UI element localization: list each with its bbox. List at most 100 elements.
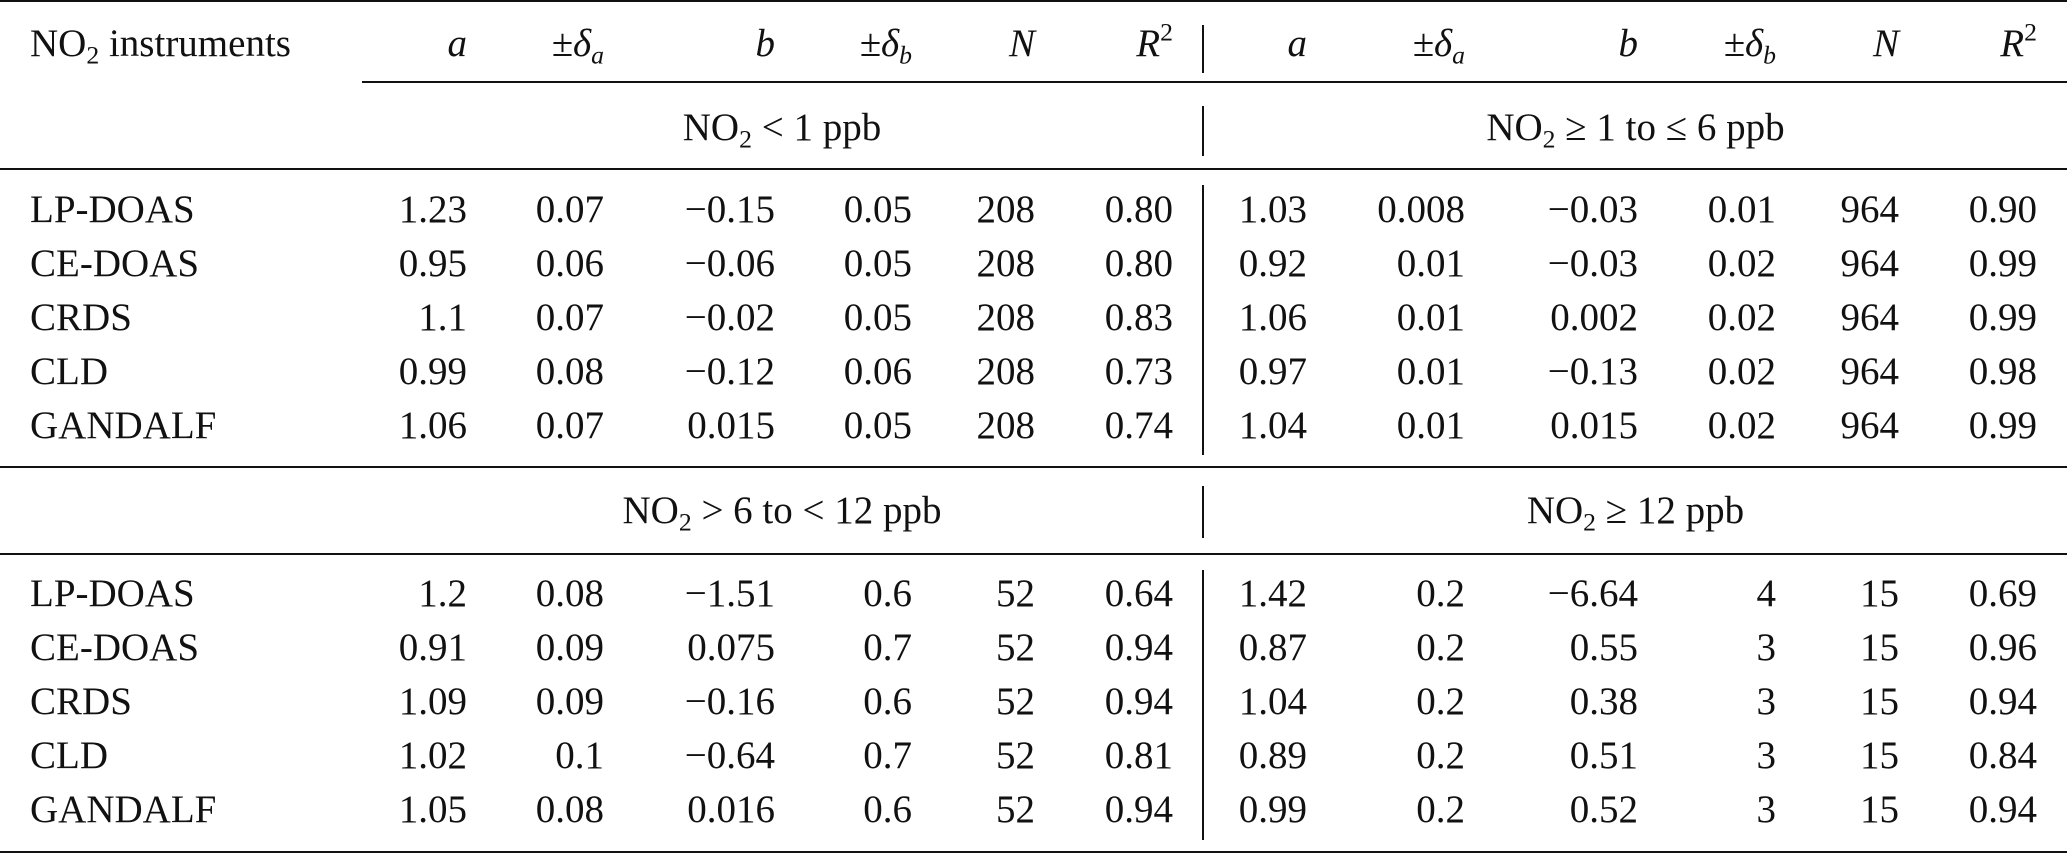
- cell-r2-right: 0.98: [1968, 350, 2037, 393]
- cell-db-left: 0.7: [863, 734, 912, 777]
- instrument-name: LP-DOAS: [30, 572, 195, 615]
- header-delta-a-right-sub: a: [1452, 40, 1465, 70]
- cell-n-right: 964: [1840, 296, 1900, 339]
- cell-a-left: 1.05: [398, 788, 467, 831]
- cell-db-left: 0.05: [843, 188, 912, 231]
- cell-a-left: 1.2: [418, 572, 467, 615]
- cell-a-right: 1.04: [1238, 404, 1307, 447]
- header-delta-a-left-sub: a: [591, 40, 604, 70]
- cell-b-right: 0.38: [1569, 680, 1638, 723]
- cell-b-right: −0.03: [1547, 188, 1638, 231]
- cell-da-right: 0.01: [1396, 242, 1465, 285]
- rule-top: [0, 0, 2067, 2]
- cell-db-right: 3: [1756, 734, 1777, 777]
- range-left-1-pre: NO: [682, 106, 740, 149]
- range-left-2-post: > 6 to < 12 ppb: [691, 489, 942, 532]
- range-left-2-pre: NO: [622, 489, 679, 532]
- cell-db-left: 0.6: [863, 680, 912, 723]
- cell-b-left: −0.16: [684, 680, 775, 723]
- cell-db-right: 3: [1756, 788, 1777, 831]
- cell-db-right: 0.02: [1707, 350, 1776, 393]
- header-b-left: b: [755, 22, 776, 65]
- cell-db-left: 0.05: [843, 404, 912, 447]
- header-delta-b-left-sym: ±δ: [859, 22, 900, 65]
- rule-under-header: [362, 81, 2067, 83]
- cell-da-left: 0.1: [555, 734, 604, 777]
- cell-b-right: 0.55: [1569, 626, 1638, 669]
- cell-r2-left: 0.73: [1104, 350, 1173, 393]
- rule-under-range-1: [0, 168, 2067, 170]
- range-right-2-post: ≥ 12 ppb: [1596, 489, 1745, 532]
- cell-n-right: 15: [1860, 734, 1899, 777]
- cell-db-left: 0.7: [863, 626, 912, 669]
- cell-a-left: 0.95: [398, 242, 467, 285]
- cell-n-left: 208: [976, 242, 1036, 285]
- cell-b-left: 0.015: [687, 404, 775, 447]
- header-delta-a-left: ±δa: [551, 22, 604, 68]
- header-delta-a-left-sym: ±δ: [551, 22, 592, 65]
- cell-db-right: 0.02: [1707, 242, 1776, 285]
- header-r-right-sup: 2: [2024, 17, 2037, 47]
- header-b-right: b: [1618, 22, 1639, 65]
- cell-a-left: 0.99: [398, 350, 467, 393]
- col-separator-block-2: [1202, 570, 1204, 840]
- cell-n-left: 52: [996, 734, 1035, 777]
- rule-bottom: [0, 851, 2067, 853]
- header-r-right: R: [2000, 22, 2025, 65]
- cell-r2-right: 0.99: [1968, 242, 2037, 285]
- cell-n-right: 964: [1840, 404, 1900, 447]
- cell-da-left: 0.09: [535, 626, 604, 669]
- header-no-sub: 2: [86, 40, 100, 70]
- header-delta-b-right-sym: ±δ: [1723, 22, 1764, 65]
- cell-n-left: 52: [996, 572, 1035, 615]
- header-a-left: a: [447, 22, 468, 65]
- cell-da-left: 0.07: [535, 404, 604, 447]
- instrument-name: CLD: [30, 734, 108, 777]
- cell-db-left: 0.6: [863, 788, 912, 831]
- cell-da-left: 0.07: [535, 296, 604, 339]
- cell-r2-left: 0.64: [1104, 572, 1173, 615]
- cell-da-right: 0.01: [1396, 296, 1465, 339]
- cell-b-right: 0.52: [1569, 788, 1638, 831]
- cell-r2-right: 0.69: [1968, 572, 2037, 615]
- cell-b-right: 0.002: [1550, 296, 1638, 339]
- range-right-2-pre: NO: [1526, 489, 1584, 532]
- cell-r2-left: 0.81: [1104, 734, 1173, 777]
- cell-b-left: −0.06: [684, 242, 775, 285]
- rule-block-separator: [0, 466, 2067, 468]
- header-delta-b-right-sub: b: [1763, 40, 1776, 70]
- cell-b-left: −0.64: [684, 734, 775, 777]
- cell-b-right: −0.13: [1547, 350, 1638, 393]
- cell-b-left: 0.016: [687, 788, 775, 831]
- instrument-name: CE-DOAS: [30, 242, 200, 285]
- cell-b-right: 0.51: [1569, 734, 1638, 777]
- range-right-2-sub: 2: [1583, 507, 1597, 537]
- cell-r2-left: 0.80: [1104, 188, 1173, 231]
- cell-n-left: 52: [996, 788, 1035, 831]
- cell-a-right: 1.42: [1238, 572, 1307, 615]
- cell-da-right: 0.008: [1377, 188, 1465, 231]
- cell-db-left: 0.05: [843, 242, 912, 285]
- cell-da-left: 0.08: [535, 788, 604, 831]
- cell-r2-right: 0.84: [1968, 734, 2037, 777]
- instrument-name: GANDALF: [30, 404, 217, 447]
- col-separator-header: [1202, 25, 1204, 73]
- header-instruments-text: instruments: [99, 22, 291, 65]
- cell-r2-left: 0.83: [1104, 296, 1173, 339]
- cell-da-left: 0.08: [535, 572, 604, 615]
- cell-b-right: −0.03: [1547, 242, 1638, 285]
- header-delta-a-right: ±δa: [1413, 24, 1465, 68]
- cell-r2-right: 0.94: [1968, 788, 2037, 831]
- cell-db-right: 3: [1756, 680, 1777, 723]
- cell-b-left: 0.075: [687, 626, 775, 669]
- col-separator-block-1: [1202, 185, 1204, 455]
- cell-db-right: 3: [1756, 626, 1777, 669]
- cell-da-right: 0.2: [1416, 734, 1465, 777]
- cell-a-right: 0.99: [1238, 788, 1307, 831]
- cell-a-right: 0.89: [1238, 734, 1307, 777]
- cell-a-left: 1.09: [398, 680, 467, 723]
- header-delta-b-left-sub: b: [899, 40, 912, 70]
- range-label-left-2: NO2 > 6 to < 12 ppb: [362, 489, 1202, 535]
- instrument-name: CLD: [30, 350, 108, 393]
- cell-da-left: 0.06: [535, 242, 604, 285]
